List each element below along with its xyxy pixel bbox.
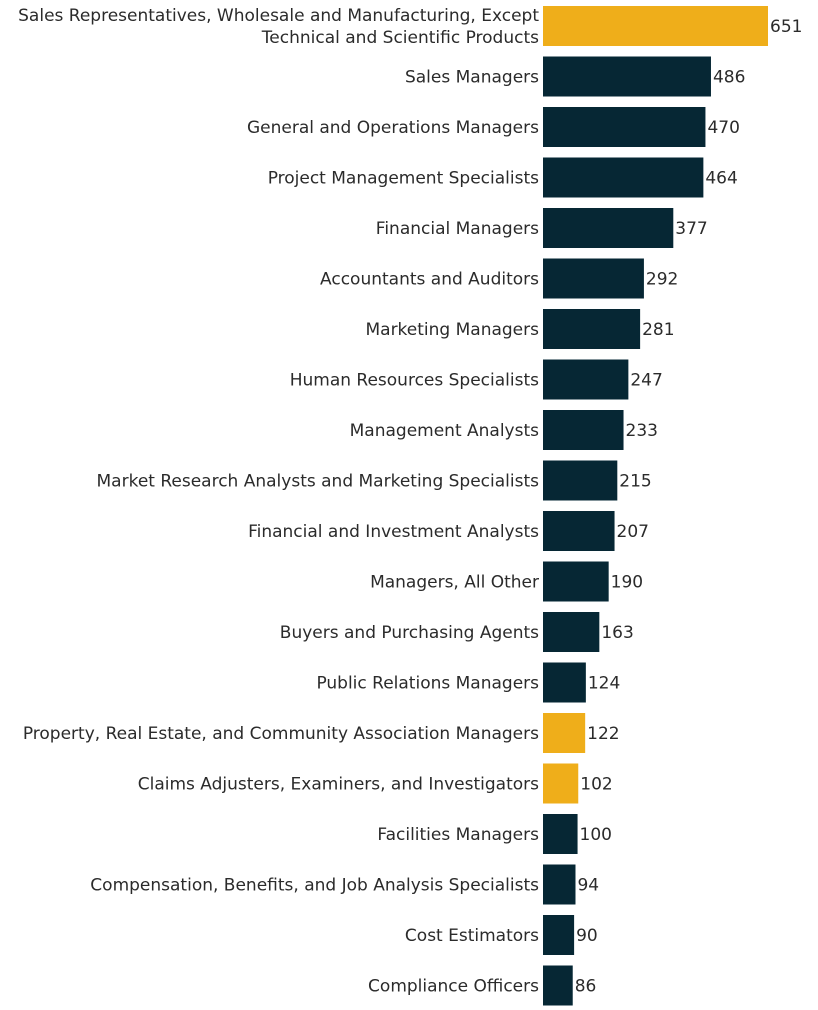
bar — [543, 6, 768, 46]
bar — [543, 612, 600, 652]
bar — [543, 713, 586, 753]
bar — [543, 208, 674, 248]
category-label: Facilities Managers — [377, 825, 539, 845]
category-label: Sales Managers — [405, 68, 539, 88]
category-label: Management Analysts — [350, 421, 540, 441]
bar — [543, 561, 609, 602]
category-label: Public Relations Managers — [316, 674, 539, 694]
category-label-line: Market Research Analysts and Marketing S… — [97, 472, 540, 492]
category-label-line: Financial and Investment Analysts — [248, 522, 539, 542]
category-label-line: Claims Adjusters, Examiners, and Investi… — [138, 775, 539, 795]
bar — [543, 763, 579, 804]
bar — [543, 258, 644, 299]
bar — [543, 915, 575, 955]
category-label-line: Sales Representatives, Wholesale and Man… — [18, 6, 539, 26]
category-label: Accountants and Auditors — [320, 270, 539, 290]
category-label-line: Facilities Managers — [377, 825, 539, 845]
bar-value-label: 190 — [611, 573, 643, 593]
bar-value-label: 86 — [575, 977, 597, 997]
category-label: Property, Real Estate, and Community Ass… — [23, 724, 539, 744]
bar — [543, 107, 706, 147]
bar-value-label: 470 — [707, 118, 739, 138]
bar — [543, 359, 629, 400]
bar — [543, 662, 586, 703]
category-label-line: Project Management Specialists — [268, 169, 539, 189]
bar-value-label: 486 — [713, 68, 745, 88]
category-label-line: Technical and Scientific Products — [261, 28, 539, 48]
category-label: Sales Representatives, Wholesale and Man… — [18, 6, 539, 48]
bar-value-label: 281 — [642, 320, 674, 340]
category-label-line: Compensation, Benefits, and Job Analysis… — [90, 876, 539, 896]
category-label: Human Resources Specialists — [290, 371, 539, 391]
bar-value-label: 124 — [588, 674, 620, 694]
category-label-line: General and Operations Managers — [247, 118, 539, 138]
category-label-line: Cost Estimators — [405, 926, 539, 946]
category-label-line: Managers, All Other — [370, 573, 539, 593]
bars-group — [543, 6, 768, 1006]
bar-value-label: 464 — [705, 169, 737, 189]
category-label-line: Sales Managers — [405, 68, 539, 88]
bar — [543, 157, 704, 198]
bar — [543, 460, 618, 501]
category-label: Financial and Investment Analysts — [248, 522, 539, 542]
bar-value-label: 292 — [646, 270, 678, 290]
bar-value-label: 215 — [619, 472, 651, 492]
category-label: General and Operations Managers — [247, 118, 539, 138]
bar-value-label: 247 — [630, 371, 662, 391]
bar-value-label: 100 — [580, 825, 612, 845]
bar-value-label: 94 — [577, 876, 599, 896]
bar — [543, 965, 573, 1006]
bar-value-label: 122 — [587, 724, 619, 744]
category-label-line: Accountants and Auditors — [320, 270, 539, 290]
category-label-line: Marketing Managers — [365, 320, 539, 340]
category-label: Compliance Officers — [368, 977, 539, 997]
category-label: Claims Adjusters, Examiners, and Investi… — [138, 775, 539, 795]
category-label: Market Research Analysts and Marketing S… — [97, 472, 540, 492]
bar — [543, 511, 615, 551]
bar-value-label: 233 — [626, 421, 658, 441]
category-label-line: Public Relations Managers — [316, 674, 539, 694]
category-label-line: Human Resources Specialists — [290, 371, 539, 391]
category-label-line: Buyers and Purchasing Agents — [280, 623, 539, 643]
category-label: Compensation, Benefits, and Job Analysis… — [90, 876, 539, 896]
category-label: Marketing Managers — [365, 320, 539, 340]
category-label: Buyers and Purchasing Agents — [280, 623, 539, 643]
bar-value-label: 377 — [675, 219, 707, 239]
bar-value-label: 651 — [770, 17, 802, 37]
category-label-line: Financial Managers — [376, 219, 539, 239]
category-labels-group: Sales Representatives, Wholesale and Man… — [18, 6, 539, 997]
bar — [543, 814, 578, 854]
bar-value-label: 90 — [576, 926, 598, 946]
value-labels-group: 651 486 470 464 377 292 281 247 233 215 207 190 163 1… — [575, 17, 803, 997]
category-label: Project Management Specialists — [268, 169, 539, 189]
bar — [543, 864, 576, 905]
category-label-line: Compliance Officers — [368, 977, 539, 997]
category-label: Financial Managers — [376, 219, 539, 239]
bar — [543, 56, 711, 97]
category-label: Managers, All Other — [370, 573, 539, 593]
bar — [543, 309, 641, 349]
category-label: Cost Estimators — [405, 926, 539, 946]
bar — [543, 410, 624, 450]
bar-value-label: 163 — [601, 623, 633, 643]
category-label-line: Property, Real Estate, and Community Ass… — [23, 724, 539, 744]
category-label-line: Management Analysts — [350, 421, 540, 441]
bar-value-label: 102 — [580, 775, 612, 795]
bar-value-label: 207 — [617, 522, 649, 542]
